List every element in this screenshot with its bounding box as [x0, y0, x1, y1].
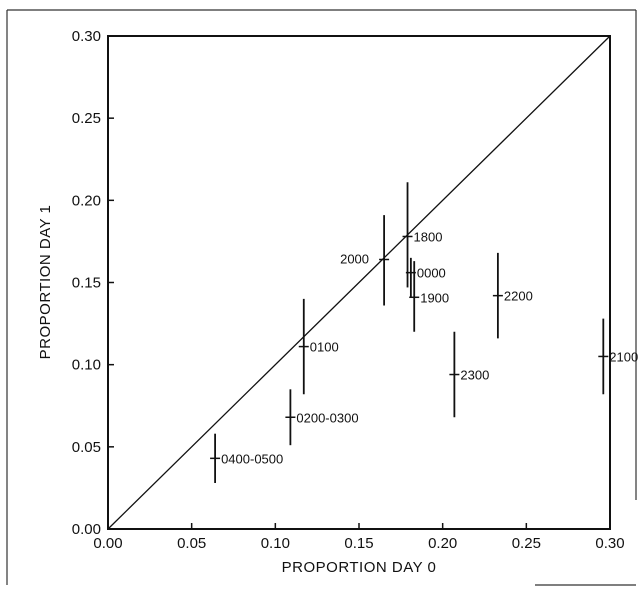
point-label: 2100	[609, 349, 638, 364]
point-label: 0000	[417, 266, 446, 281]
point-label: 1900	[420, 290, 449, 305]
reference-line	[107, 35, 611, 530]
point-label: 2000	[340, 251, 369, 266]
y-tick-label: 0.05	[72, 439, 101, 456]
point-label: 2300	[460, 368, 489, 383]
y-tick-label: 0.00	[72, 521, 101, 538]
point-label: 0400-0500	[221, 451, 283, 466]
x-tick-label: 0.05	[177, 535, 206, 552]
y-axis-label: PROPORTION DAY 1	[37, 205, 54, 360]
y-tick-label: 0.30	[72, 28, 101, 45]
x-axis-ticks: 0.00 0.05 0.10 0.15 0.20 0.25 0.30	[93, 523, 625, 552]
y-axis-ticks: 0.00 0.05 0.10 0.15 0.20 0.25 0.30	[72, 28, 114, 538]
data-points: 0400-0500 0200-0300 0100 2000 1800 0000 1900 23…	[210, 182, 638, 483]
point-label: 2200	[504, 289, 533, 304]
x-tick-label: 0.00	[93, 535, 122, 552]
x-axis-label: PROPORTION DAY 0	[282, 559, 437, 576]
y-tick-label: 0.10	[72, 357, 101, 374]
y-tick-label: 0.15	[72, 275, 101, 292]
point-label: 0200-0300	[296, 410, 358, 425]
y-tick-label: 0.25	[72, 110, 101, 127]
point-label: 0100	[310, 340, 339, 355]
x-tick-label: 0.10	[261, 535, 290, 552]
y-tick-label: 0.20	[72, 192, 101, 209]
x-tick-label: 0.30	[595, 535, 624, 552]
x-tick-label: 0.20	[428, 535, 457, 552]
x-tick-label: 0.15	[344, 535, 373, 552]
x-tick-label: 0.25	[512, 535, 541, 552]
point-label: 1800	[414, 229, 443, 244]
